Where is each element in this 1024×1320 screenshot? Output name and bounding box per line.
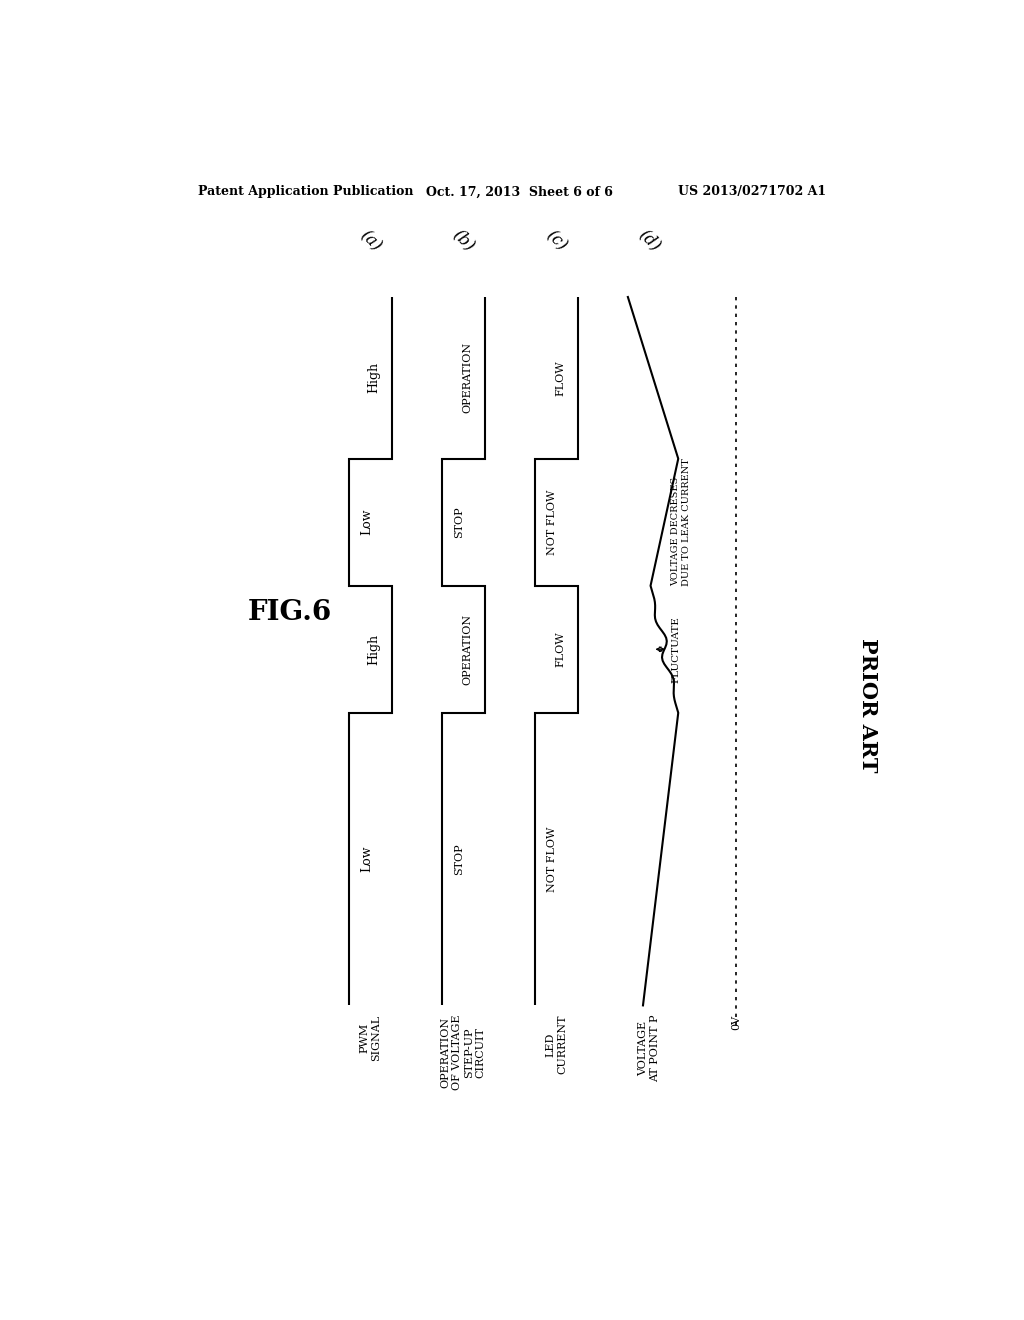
Text: Low: Low xyxy=(359,510,373,536)
Text: (c): (c) xyxy=(543,227,570,255)
Text: PRIOR ART: PRIOR ART xyxy=(858,638,879,772)
Text: US 2013/0271702 A1: US 2013/0271702 A1 xyxy=(678,185,826,198)
Text: PWM
SIGNAL: PWM SIGNAL xyxy=(359,1015,381,1061)
Text: OPERATION: OPERATION xyxy=(462,614,472,685)
Text: FLOW: FLOW xyxy=(555,631,565,667)
Text: Patent Application Publication: Patent Application Publication xyxy=(198,185,414,198)
Text: LED
CURRENT: LED CURRENT xyxy=(546,1015,567,1074)
Text: (d): (d) xyxy=(635,226,664,255)
Text: OPERATION
OF VOLTAGE
STEP-UP
CIRCUIT: OPERATION OF VOLTAGE STEP-UP CIRCUIT xyxy=(440,1015,485,1090)
Text: High: High xyxy=(368,634,381,665)
Text: VOLTAGE DECRESES
DUE TO LEAK CURRENT: VOLTAGE DECRESES DUE TO LEAK CURRENT xyxy=(671,458,691,586)
Text: VOLTAGE
AT POINT P: VOLTAGE AT POINT P xyxy=(638,1015,660,1082)
Text: OPERATION: OPERATION xyxy=(462,342,472,413)
Text: (a): (a) xyxy=(356,227,384,255)
Text: STOP: STOP xyxy=(455,843,464,875)
Text: NOT FLOW: NOT FLOW xyxy=(547,826,557,892)
Text: High: High xyxy=(368,362,381,393)
Text: NOT FLOW: NOT FLOW xyxy=(547,490,557,554)
Text: FLUCTUATE: FLUCTUATE xyxy=(672,616,681,682)
Text: STOP: STOP xyxy=(455,507,464,539)
Text: FLOW: FLOW xyxy=(555,360,565,396)
Text: 0V: 0V xyxy=(731,1015,741,1030)
Text: Oct. 17, 2013  Sheet 6 of 6: Oct. 17, 2013 Sheet 6 of 6 xyxy=(426,185,613,198)
Text: FIG.6: FIG.6 xyxy=(248,599,333,626)
Text: Low: Low xyxy=(359,846,373,873)
Text: (b): (b) xyxy=(449,226,477,255)
